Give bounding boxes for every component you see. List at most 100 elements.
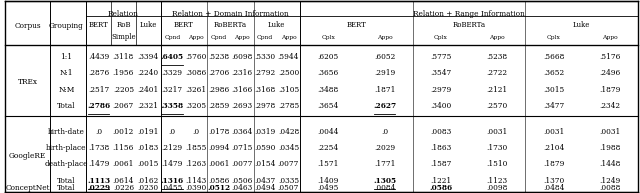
Text: .1370: .1370 [543,177,564,185]
Text: .0495: .0495 [317,184,339,192]
Text: N:M: N:M [58,86,75,94]
Text: .5668: .5668 [543,53,564,61]
Text: .5176: .5176 [599,53,621,61]
Text: .0: .0 [95,128,102,136]
Text: .3394: .3394 [138,53,159,61]
Text: .3656: .3656 [317,69,339,77]
Text: .1855: .1855 [185,144,206,152]
Text: .0319: .0319 [255,128,276,136]
Text: .2786: .2786 [87,102,110,110]
Text: .2129: .2129 [162,144,183,152]
Text: .0437: .0437 [255,177,276,185]
Text: .0191: .0191 [138,128,159,136]
Text: .0077: .0077 [278,160,299,168]
Text: .1479: .1479 [161,160,183,168]
Text: .0084: .0084 [374,184,396,192]
Text: .2859: .2859 [208,102,229,110]
Text: .1571: .1571 [317,160,339,168]
Text: .1871: .1871 [374,86,396,94]
Text: .0012: .0012 [113,128,134,136]
Text: .2067: .2067 [113,102,134,110]
Text: .3477: .3477 [543,102,564,110]
Text: .2240: .2240 [138,69,159,77]
Text: Relation + Domain Information: Relation + Domain Information [172,9,289,18]
Text: .0031: .0031 [486,128,508,136]
Text: .0586: .0586 [429,184,452,192]
Text: .1156: .1156 [113,144,134,152]
Text: Luke: Luke [140,21,157,30]
Text: .0178: .0178 [208,128,229,136]
Text: .2316: .2316 [232,69,253,77]
Text: .3168: .3168 [255,86,276,94]
Text: .3488: .3488 [317,86,339,94]
Text: Cpnd: Cpnd [211,35,227,40]
Text: RoBERTa: RoBERTa [452,21,486,30]
Text: .1510: .1510 [486,160,508,168]
Text: .1113: .1113 [87,177,110,185]
Text: BERT: BERT [88,21,109,30]
Text: .0428: .0428 [278,128,299,136]
Text: .0507: .0507 [278,184,299,192]
Text: .0994: .0994 [208,144,229,152]
Text: Cplx: Cplx [434,35,448,40]
Text: .3261: .3261 [185,86,206,94]
Text: Relation: Relation [108,9,139,18]
Text: .0044: .0044 [317,128,339,136]
Text: .1249: .1249 [599,177,621,185]
Text: .2321: .2321 [138,102,159,110]
Text: Cplx: Cplx [547,35,561,40]
Text: Grouping: Grouping [49,22,84,30]
Text: .5330: .5330 [255,53,276,61]
Text: .2121: .2121 [486,86,508,94]
Text: .0061: .0061 [113,160,134,168]
Text: .0031: .0031 [599,128,621,136]
Text: .6405: .6405 [161,53,184,61]
Text: Appo: Appo [280,35,296,40]
Text: .1123: .1123 [486,177,508,185]
Text: .0335: .0335 [278,177,299,185]
Text: .0088: .0088 [599,184,621,192]
Text: .1587: .1587 [430,160,452,168]
Text: Total: Total [57,102,76,110]
Text: .3166: .3166 [231,86,253,94]
Text: .0031: .0031 [543,128,564,136]
Text: Corpus: Corpus [14,22,41,30]
Text: .2570: .2570 [486,102,508,110]
Text: .2722: .2722 [487,69,508,77]
Text: .5238: .5238 [486,53,508,61]
Text: .0183: .0183 [138,144,159,152]
Text: .3118: .3118 [113,53,134,61]
Text: .3086: .3086 [185,69,206,77]
Text: .0455: .0455 [161,184,183,192]
Text: .0494: .0494 [255,184,276,192]
Text: Appo: Appo [602,35,618,40]
Text: .5760: .5760 [185,53,206,61]
Text: .1305: .1305 [373,177,396,185]
Text: Cpnd: Cpnd [164,35,180,40]
Text: .1479: .1479 [88,160,109,168]
Text: Luke: Luke [268,21,285,30]
Text: ConceptNet: ConceptNet [5,184,50,192]
Text: .1771: .1771 [374,160,396,168]
Text: .2706: .2706 [208,69,229,77]
Text: .1730: .1730 [486,144,508,152]
Text: Appo: Appo [188,35,204,40]
Text: .0077: .0077 [231,160,253,168]
Text: .1738: .1738 [88,144,109,152]
Text: .1263: .1263 [185,160,206,168]
Text: .3217: .3217 [162,86,183,94]
Text: .2342: .2342 [600,102,620,110]
Text: .0364: .0364 [231,128,253,136]
Text: .0015: .0015 [138,160,159,168]
Text: .0162: .0162 [138,177,159,185]
Text: .2205: .2205 [113,86,134,94]
Text: .2986: .2986 [208,86,229,94]
Text: .2876: .2876 [88,69,109,77]
Text: .0083: .0083 [430,128,452,136]
Text: .1863: .1863 [430,144,452,152]
Text: .3400: .3400 [430,102,452,110]
Text: Appo: Appo [490,35,505,40]
Text: .0506: .0506 [231,177,253,185]
Text: TREx: TREx [17,78,38,85]
Text: Total: Total [57,177,76,185]
